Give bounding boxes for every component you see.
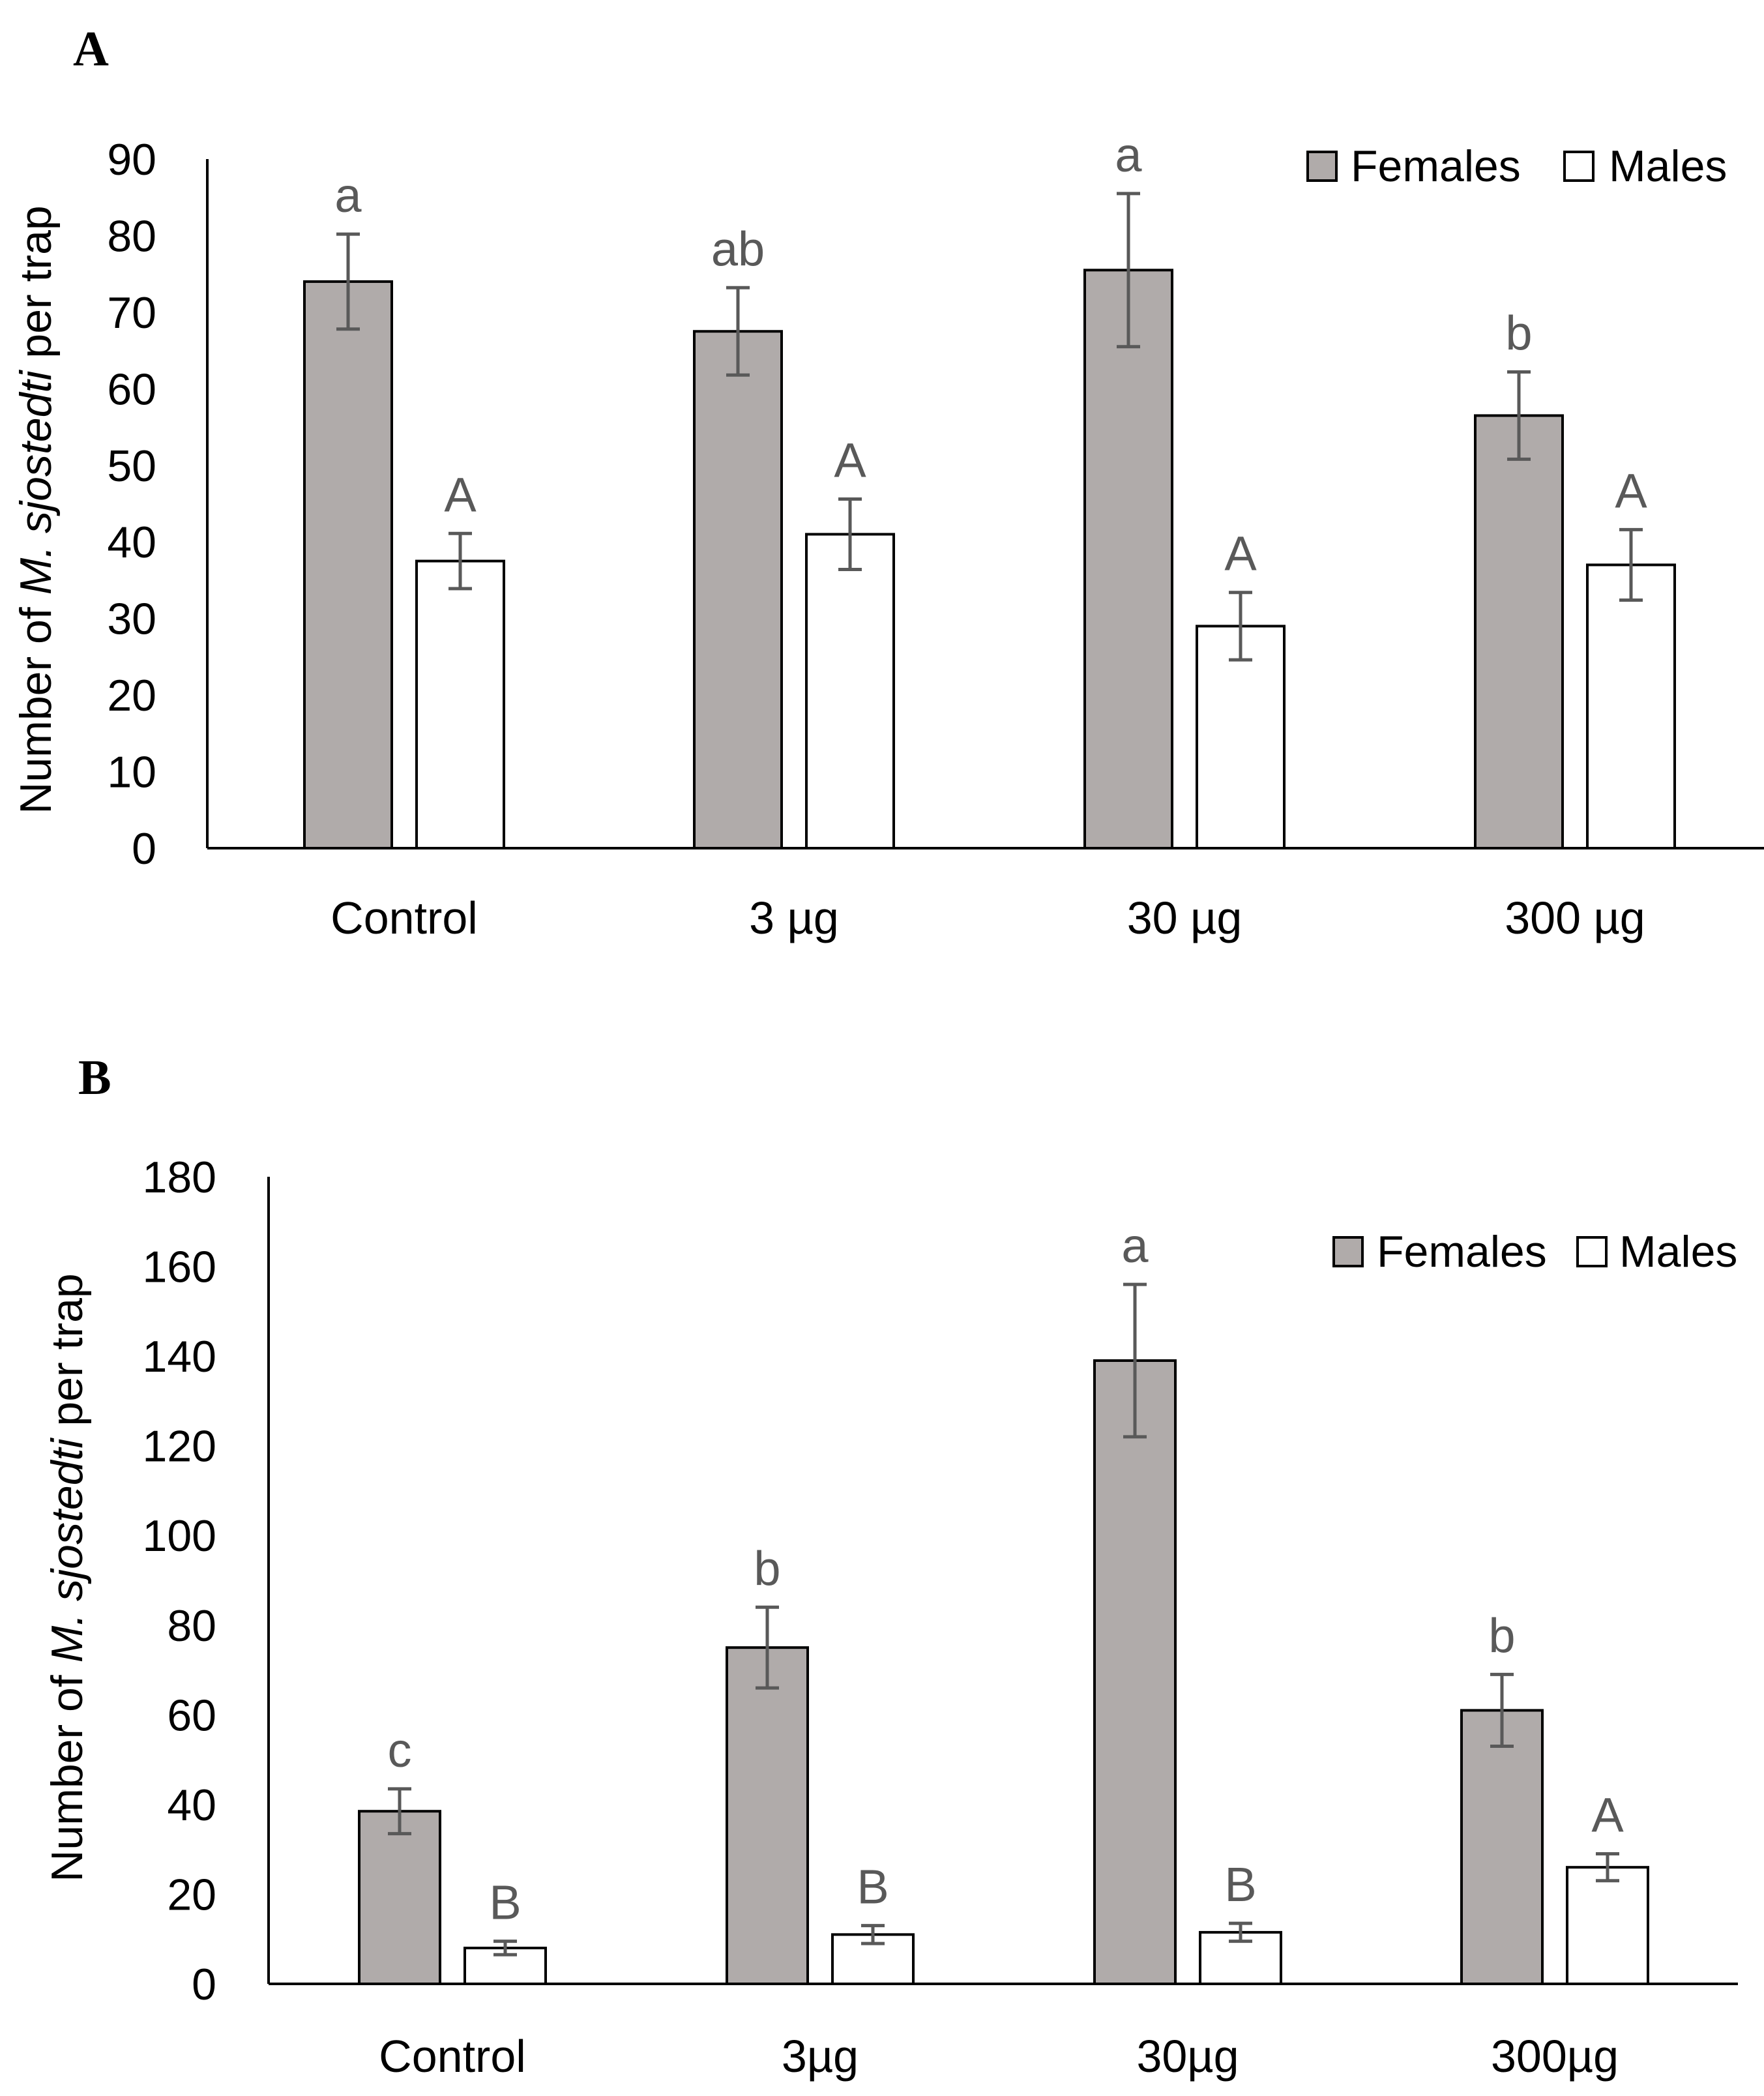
y-tick-label: 70 — [107, 288, 156, 338]
bar-females — [726, 1646, 809, 1986]
x-category-label: 30µg — [1136, 2031, 1239, 2082]
panel-b: B Number of M. sjostedti per trap 0 20 40 6… — [42, 1050, 1738, 2082]
significance-letter: A — [1224, 527, 1257, 581]
legend-swatch-males — [1563, 151, 1595, 182]
significance-letter: B — [1224, 1857, 1256, 1911]
bar-females — [303, 280, 393, 849]
legend-swatch-females — [1332, 1236, 1364, 1267]
bar-males — [1196, 625, 1286, 850]
bar-females — [1474, 414, 1564, 849]
panel-label-a: A — [73, 22, 109, 76]
legend-swatch-males — [1576, 1236, 1608, 1267]
x-category-label: Control — [331, 893, 478, 943]
significance-letter: b — [754, 1541, 780, 1595]
axes-a: 0 10 20 30 40 50 60 70 80 90 Control 3 µg 30 µg 300 µ… — [107, 135, 1764, 943]
y-tick-label: 100 — [143, 1511, 216, 1561]
x-category-label: 3µg — [782, 2031, 859, 2082]
y-tick-label: 120 — [143, 1422, 216, 1471]
legend-label-females: Females — [1377, 1227, 1547, 1277]
panel-label-b: B — [78, 1050, 111, 1105]
legend-swatch-females — [1306, 151, 1338, 182]
legend-label-females: Females — [1351, 141, 1521, 191]
y-tick-label: 20 — [167, 1870, 216, 1919]
significance-letter: A — [1615, 464, 1647, 518]
legend-a: Females Males — [1306, 141, 1727, 191]
significance-letter: A — [444, 467, 477, 522]
legend-label-males: Males — [1619, 1227, 1737, 1277]
significance-letter: ab — [711, 222, 765, 276]
y-tick-label: 30 — [107, 595, 156, 644]
x-category-label: 3 µg — [749, 893, 839, 943]
bar-females — [1093, 1359, 1177, 1985]
y-tick-label: 10 — [107, 748, 156, 797]
y-tick-label: 40 — [167, 1780, 216, 1830]
y-tick-label: 50 — [107, 441, 156, 491]
y-tick-label: 140 — [143, 1332, 216, 1381]
y-tick-label: 20 — [107, 671, 156, 720]
significance-letter: c — [388, 1723, 412, 1777]
bar-males — [805, 533, 895, 849]
x-category-label: 30 µg — [1127, 893, 1242, 943]
y-tick-label: 40 — [107, 518, 156, 567]
significance-letter: B — [489, 1876, 521, 1930]
significance-letter: a — [1115, 128, 1142, 182]
y-tick-label: 80 — [167, 1601, 216, 1651]
y-tick-label: 90 — [107, 135, 156, 185]
legend-b: Females Males — [1332, 1227, 1737, 1277]
bar-females — [693, 330, 783, 849]
x-category-label: Control — [379, 2031, 526, 2082]
y-tick-label: 80 — [107, 211, 156, 261]
y-axis-label-a: Number of M. sjostedti per trap — [11, 205, 61, 814]
bars-b: c b a b B B B A — [358, 1218, 1649, 1986]
legend-label-males: Males — [1609, 141, 1727, 191]
bar-females — [1083, 269, 1173, 849]
y-tick-label: 0 — [132, 824, 156, 874]
significance-letter: a — [1121, 1218, 1149, 1273]
significance-letter: a — [334, 168, 362, 222]
significance-letter: B — [857, 1860, 889, 1914]
y-tick-label: 160 — [143, 1243, 216, 1292]
bar-males — [1566, 1866, 1649, 1985]
panel-a: A Number of M. sjostedti per trap 0 10 20 3… — [11, 22, 1764, 943]
x-category-label: 300 µg — [1505, 893, 1645, 943]
bar-males — [415, 559, 505, 849]
y-axis-label-b: Number of M. sjostedti per trap — [42, 1273, 92, 1882]
significance-letter: A — [834, 433, 866, 487]
axes-b: 0 20 40 60 80 100 120 140 160 180 Control 3µg 30µg 30… — [143, 1153, 1738, 2082]
bar-females — [1460, 1709, 1544, 1985]
significance-letter: A — [1591, 1788, 1624, 1842]
significance-letter: b — [1505, 306, 1532, 360]
bar-males — [1586, 563, 1676, 849]
y-tick-label: 180 — [143, 1153, 216, 1202]
significance-letter: b — [1488, 1608, 1515, 1662]
y-tick-label: 60 — [167, 1690, 216, 1740]
bar-females — [358, 1810, 441, 1985]
x-category-label: 300µg — [1491, 2031, 1619, 2082]
y-tick-label: 60 — [107, 364, 156, 414]
y-tick-label: 0 — [192, 1960, 216, 2009]
